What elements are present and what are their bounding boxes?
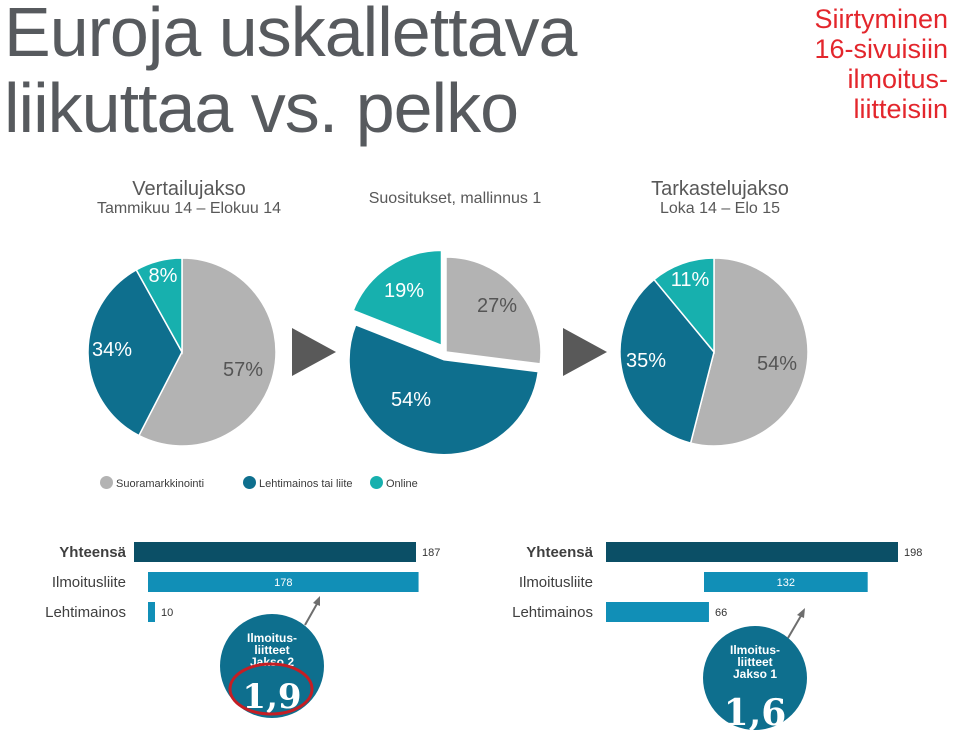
legend-item-online: Online bbox=[370, 476, 418, 490]
seal-period-2-label: Ilmoitus- liitteet Jakso 2 bbox=[220, 632, 324, 668]
pie-charts: 57% 34% 8% 27% 54% 19% 54% 35% 11% bbox=[87, 249, 809, 456]
side-note: Siirtyminen 16-sivuisiin ilmoitus- liitt… bbox=[718, 4, 948, 124]
side-note-line-1: Siirtyminen bbox=[814, 4, 948, 34]
pie-1-slice-suoramarkkinointi bbox=[137, 257, 277, 447]
legend-dot-lehtimainos bbox=[243, 476, 256, 489]
bar-chart-1-category-1: Yhteensä bbox=[59, 544, 126, 561]
bar-chart-1-category-2: Ilmoitusliite bbox=[52, 574, 126, 591]
pie-2-label-2: 54% bbox=[391, 389, 431, 411]
legend-label-online: Online bbox=[386, 478, 418, 490]
bar-chart-1-category-3: Lehtimainos bbox=[45, 604, 126, 621]
bar-chart-2-category-3: Lehtimainos bbox=[512, 604, 593, 621]
period-middle-header: Suositukset, mallinnus 1 bbox=[368, 190, 542, 207]
period-left-range: Tammikuu 14 – Elokuu 14 bbox=[96, 200, 282, 217]
seal-period-1: Ilmoitus- liitteet Jakso 1 1,6 bbox=[703, 626, 807, 734]
legend-label-lehtimainos: Lehtimainos tai liite bbox=[259, 478, 353, 490]
seal-period-1-line-3: Jakso 1 bbox=[732, 667, 778, 681]
seal-period-1-line-2: liitteet bbox=[737, 655, 773, 669]
pie-3-label-2: 35% bbox=[626, 350, 666, 372]
seal-period-2-value: 1,9 bbox=[242, 677, 302, 717]
period-right-range: Loka 14 – Elo 15 bbox=[659, 200, 781, 217]
legend-dot-suoramarkkinointi bbox=[100, 476, 113, 489]
main-title-line-1: Euroja uskallettava bbox=[4, 0, 577, 71]
pie-3-slice-lehtimainos-tai-liite bbox=[619, 278, 715, 444]
pie-1-label-1: 57% bbox=[223, 359, 263, 381]
seal-period-1-line-1: Ilmoitus- bbox=[730, 643, 780, 657]
pie-2-slice-suoramarkkinointi bbox=[445, 256, 542, 365]
bar-chart-2-value-2: 132 bbox=[777, 577, 795, 589]
period-left-title: Vertailujakso bbox=[132, 178, 246, 200]
bar-chart-2-bar-2 bbox=[704, 572, 868, 592]
bar-chart-2-value-1: 198 bbox=[904, 547, 922, 559]
pie-3-label-3: 11% bbox=[671, 269, 710, 291]
pie-2-label-3: 19% bbox=[384, 280, 424, 302]
period-left-header: Vertailujakso Tammikuu 14 – Elokuu 14 bbox=[64, 178, 314, 218]
bar-chart-2-category-1: Yhteensä bbox=[526, 544, 593, 561]
seal-period-2-line-2: liitteet bbox=[254, 643, 290, 657]
pie-2-slice-online bbox=[352, 249, 443, 347]
seal-period-2-line-1: Ilmoitus- bbox=[247, 631, 297, 645]
bar-chart-2-bar-3 bbox=[606, 602, 709, 622]
seal-period-2: Ilmoitus- liitteet Jakso 2 1,9 bbox=[220, 614, 324, 718]
side-note-line-2: 16-sivuisiin bbox=[814, 34, 948, 64]
side-note-line-4: liitteisiin bbox=[853, 94, 948, 124]
bar-charts: Yhteensä 187 Ilmoitusliite 178 Lehtimainos 10… bbox=[45, 542, 922, 622]
bar-chart-1-bar-2 bbox=[148, 572, 419, 592]
period-right-title: Tarkastelujakso bbox=[651, 178, 789, 200]
pie-1-label-2: 34% bbox=[92, 339, 132, 361]
pie-3-slice-online bbox=[653, 257, 715, 355]
bar-chart-2-bar-1 bbox=[606, 542, 898, 562]
bar-chart-1-value-2: 178 bbox=[274, 577, 292, 589]
main-title-line-2: liikuttaa vs. pelko bbox=[4, 69, 519, 147]
main-title: Euroja uskallettava liikuttaa vs. pelko bbox=[4, 0, 724, 146]
seal-period-1-label: Ilmoitus- liitteet Jakso 1 bbox=[703, 644, 807, 680]
legend-item-suoramarkkinointi: Suoramarkkinointi bbox=[100, 476, 204, 490]
pie-1-label-3: 8% bbox=[149, 265, 178, 287]
transition-arrow-1 bbox=[292, 328, 336, 376]
bar-chart-1-bar-1 bbox=[134, 542, 416, 562]
bar-chart-2-category-2: Ilmoitusliite bbox=[519, 574, 593, 591]
legend-dot-online bbox=[370, 476, 383, 489]
pie-3-slice-suoramarkkinointi bbox=[689, 257, 809, 447]
pie-3-label-1: 54% bbox=[757, 353, 797, 375]
seal-period-1-value: 1,6 bbox=[723, 692, 787, 734]
seal-period-2-line-3: Jakso 2 bbox=[249, 655, 295, 669]
pie-2-label-1: 27% bbox=[477, 295, 517, 317]
legend-item-lehtimainos: Lehtimainos tai liite bbox=[243, 476, 353, 490]
bar-chart-2-value-3: 66 bbox=[715, 607, 727, 619]
transition-arrow-2 bbox=[563, 328, 607, 376]
bar-chart-1-value-3: 10 bbox=[161, 607, 173, 619]
pie-1-slice-online bbox=[135, 257, 183, 355]
legend-label-suoramarkkinointi: Suoramarkkinointi bbox=[116, 478, 205, 490]
pie-2-slice-lehtimainos-tai-liite bbox=[348, 323, 540, 456]
period-right-header: Tarkastelujakso Loka 14 – Elo 15 bbox=[600, 178, 840, 218]
side-note-line-3: ilmoitus- bbox=[847, 64, 948, 94]
bar-chart-1-bar-3 bbox=[148, 602, 155, 622]
bar-chart-1-value-1: 187 bbox=[422, 547, 440, 559]
